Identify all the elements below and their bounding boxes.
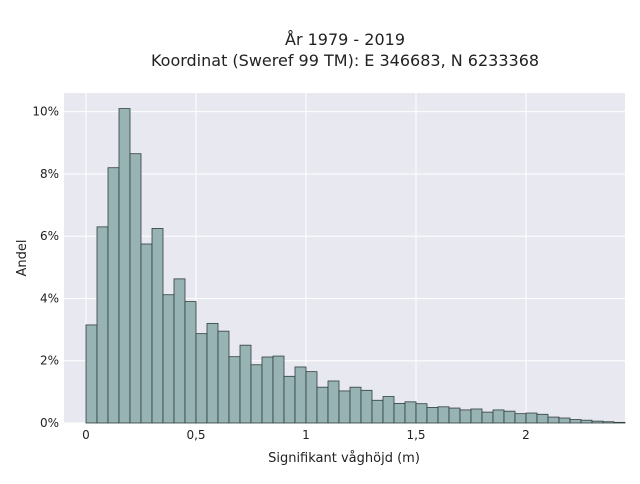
- histogram-bar: [140, 243, 153, 424]
- histogram-bar: [305, 371, 318, 424]
- x-tick-labels: 0 0,5 1 1,5 2: [82, 428, 530, 442]
- chart-title-line2: Koordinat (Sweref 99 TM): E 346683, N 62…: [151, 51, 539, 70]
- histogram-bar: [360, 389, 373, 424]
- histogram-bar: [591, 420, 604, 424]
- histogram-bar: [503, 410, 516, 424]
- histogram-bar: [129, 153, 142, 424]
- histogram-bar: [459, 409, 472, 424]
- histogram-bar: [492, 409, 505, 424]
- histogram-bar: [415, 403, 428, 424]
- histogram-bar: [525, 412, 538, 424]
- histogram-bar: [327, 380, 340, 424]
- histogram-bar: [294, 366, 307, 424]
- histogram-bar: [272, 355, 285, 424]
- histogram-bar: [173, 278, 186, 424]
- y-tick-labels: 0% 2% 4% 6% 8% 10%: [32, 105, 59, 430]
- histogram-bar: [316, 386, 329, 424]
- histogram-bar: [426, 407, 439, 424]
- histogram-bar: [151, 228, 164, 424]
- histogram-bar: [558, 417, 571, 424]
- histogram-bar: [184, 301, 197, 424]
- histogram-bar: [107, 167, 120, 424]
- y-tick-label: 6%: [40, 229, 59, 243]
- histogram-bar: [569, 419, 582, 424]
- histogram-bar: [602, 421, 615, 424]
- histogram-bar: [338, 390, 351, 424]
- histogram-bar: [162, 294, 175, 424]
- histogram-bar: [613, 421, 626, 424]
- histogram-bar: [514, 413, 527, 424]
- histogram-bar: [481, 411, 494, 424]
- histogram-bar: [283, 375, 296, 424]
- histogram-bar: [536, 413, 549, 424]
- histogram-bar: [404, 401, 417, 424]
- histogram-bar: [470, 408, 483, 424]
- histogram-bar: [228, 356, 241, 424]
- histogram-bar: [250, 364, 263, 424]
- x-tick-label: 1: [302, 428, 310, 442]
- histogram-bar: [96, 226, 109, 424]
- histogram-bar: [448, 407, 461, 424]
- histogram-bar: [547, 416, 560, 424]
- bars-layer: [85, 108, 626, 424]
- histogram-bar: [437, 406, 450, 424]
- y-axis-title: Andel: [15, 240, 30, 277]
- histogram-bar: [195, 333, 208, 424]
- histogram-bar: [580, 419, 593, 424]
- y-tick-label: 0%: [40, 416, 59, 430]
- histogram-bar: [217, 330, 230, 424]
- histogram-bar: [118, 108, 131, 424]
- histogram-bar: [349, 386, 362, 424]
- x-tick-label: 2: [522, 428, 530, 442]
- y-tick-label: 4%: [40, 291, 59, 305]
- y-tick-label: 8%: [40, 167, 59, 181]
- x-tick-label: 1,5: [406, 428, 425, 442]
- chart-title-line1: År 1979 - 2019: [285, 30, 405, 49]
- y-tick-label: 10%: [32, 105, 59, 119]
- histogram-bar: [261, 356, 274, 424]
- x-tick-label: 0: [82, 428, 90, 442]
- y-tick-label: 2%: [40, 354, 59, 368]
- histogram-bar: [206, 322, 219, 424]
- histogram-bar: [393, 402, 406, 424]
- histogram-bar: [371, 399, 384, 424]
- histogram-bar: [382, 396, 395, 424]
- x-axis-title: Signifikant våghöjd (m): [268, 451, 420, 466]
- histogram-bar: [239, 344, 252, 424]
- histogram-bar: [85, 324, 98, 424]
- x-tick-label: 0,5: [186, 428, 205, 442]
